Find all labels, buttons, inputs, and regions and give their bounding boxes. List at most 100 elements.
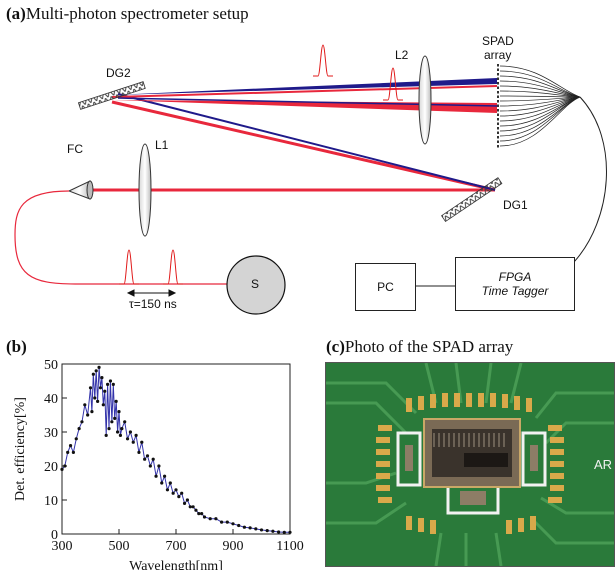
data-point <box>145 454 150 458</box>
data-point <box>271 529 275 533</box>
beam-dg2-red-upper <box>111 85 498 98</box>
data-point <box>117 410 121 414</box>
data-point <box>140 440 144 444</box>
label-spad-2: array <box>484 48 512 62</box>
x-axis-label: Wavelength[nm] <box>129 559 223 570</box>
data-point <box>96 399 100 403</box>
panel-a-title-text: Multi-photon spectrometer setup <box>25 4 249 23</box>
data-point <box>131 440 135 444</box>
data-point <box>277 530 281 534</box>
data-point <box>114 399 118 403</box>
beam-dg1-to-dg2-blue <box>117 93 496 191</box>
spad-array-photo-svg: AR <box>326 363 614 566</box>
panel-a-title: (a)Multi-photon spectrometer setup <box>6 4 249 24</box>
data-point <box>94 369 98 373</box>
y-tick-label: 0 <box>51 528 58 543</box>
component-right <box>530 445 538 471</box>
data-point <box>171 491 175 495</box>
data-point <box>180 491 184 495</box>
panel-b-tag: (b) <box>6 337 27 357</box>
data-point <box>157 464 161 468</box>
data-point <box>120 427 124 431</box>
component-left <box>405 445 413 471</box>
data-point <box>63 464 67 468</box>
pc-label: PC <box>377 280 394 294</box>
data-point <box>168 481 172 485</box>
y-tick-label: 40 <box>44 392 58 407</box>
component-bottom <box>460 491 486 505</box>
label-fc: FC <box>67 142 83 156</box>
data-point <box>104 433 108 437</box>
plot-frame <box>61 363 291 535</box>
data-point <box>103 389 107 393</box>
y-tick-label: 30 <box>44 426 58 441</box>
data-point <box>151 457 155 461</box>
panel-c-title: (c)Photo of the SPAD array <box>326 337 513 357</box>
data-point <box>80 420 84 424</box>
data-point <box>106 382 110 386</box>
data-point <box>208 517 212 521</box>
data-point <box>174 488 178 492</box>
data-point <box>225 520 229 524</box>
efficiency-chart: 300 500 700 900 1100 0 10 20 30 40 50 Wavelength[nm… <box>0 360 305 570</box>
data-point <box>137 450 141 454</box>
data-point <box>100 376 104 380</box>
data-point <box>125 437 130 441</box>
spad-sensor-strip <box>464 453 508 467</box>
pulse-fiber-1 <box>119 249 139 285</box>
data-point <box>101 403 105 407</box>
y-axis-label: Det. efficiency[%] <box>13 397 28 501</box>
data-point <box>98 386 103 390</box>
data-point <box>188 505 192 509</box>
beam-dg2-to-spad-blue <box>112 78 497 95</box>
data-point <box>265 529 269 533</box>
spad-array-photo: AR <box>325 362 615 567</box>
data-point <box>97 365 101 369</box>
data-point <box>200 512 204 516</box>
lens-l2 <box>418 55 432 145</box>
y-tick-label: 50 <box>44 360 58 373</box>
label-l1: L1 <box>155 138 169 152</box>
pc-box: PC <box>355 263 416 311</box>
label-l2: L2 <box>395 48 409 62</box>
data-point <box>71 450 75 454</box>
data-point <box>254 527 258 531</box>
data-point <box>134 433 138 437</box>
x-tick-label: 700 <box>166 539 187 554</box>
label-source: S <box>251 277 260 291</box>
data-point <box>66 450 70 454</box>
pcb-text-ar: AR <box>594 457 612 472</box>
data-point <box>83 403 87 407</box>
data-point <box>191 505 195 509</box>
grating-dg2 <box>77 81 146 110</box>
label-dg2: DG2 <box>106 66 131 80</box>
efficiency-plot-svg: 300 500 700 900 1100 0 10 20 30 40 50 Wavelength[nm… <box>13 360 304 570</box>
fiber-collimator <box>67 180 94 200</box>
data-point <box>202 515 207 519</box>
data-point <box>115 430 120 434</box>
data-point <box>60 467 64 471</box>
fpga-label: FPGA <box>498 270 532 284</box>
beam-dg2-blue-lower <box>117 97 498 107</box>
data-point <box>160 481 164 485</box>
setup-diagram <box>14 44 607 315</box>
data-point <box>220 520 224 524</box>
x-tick-label: 1100 <box>276 539 303 554</box>
source-circle <box>226 255 286 315</box>
data-point <box>154 474 158 478</box>
data-point <box>110 420 114 424</box>
beam-dg1-to-dg2-red <box>111 100 496 192</box>
data-point <box>128 430 132 434</box>
data-point <box>177 495 181 499</box>
x-tick-label: 500 <box>109 539 130 554</box>
time-tagger-label: Time Tagger <box>481 284 549 298</box>
data-point <box>113 416 117 420</box>
data-point <box>88 386 93 390</box>
grating-dg1 <box>441 177 503 223</box>
optical-fiber <box>14 190 230 285</box>
x-tick-label: 300 <box>52 539 73 554</box>
data-point <box>107 427 111 431</box>
data-point <box>185 498 189 502</box>
data-point <box>214 517 218 521</box>
spad-wires <box>499 65 581 147</box>
